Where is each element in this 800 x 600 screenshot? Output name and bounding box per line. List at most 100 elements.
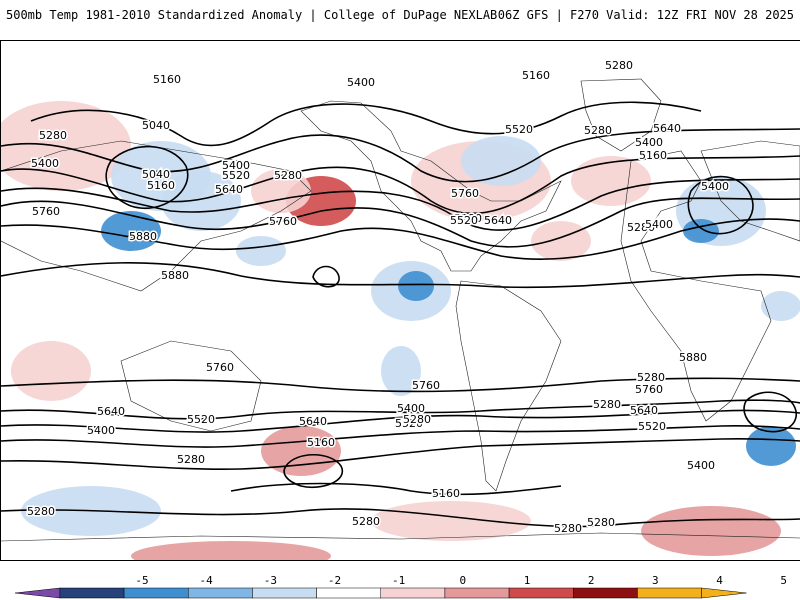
contour-5280-antarctic (1, 508, 800, 528)
contour-label: 5280 (587, 516, 615, 529)
run-info: 06Z GFS | F270 Valid: 12Z FRI NOV 28 202… (497, 8, 794, 22)
anomaly-patch (746, 426, 796, 466)
contour-label: 5160 (153, 73, 181, 86)
colorbar-min-arrow (14, 587, 61, 599)
contour-label: 5520 (187, 413, 215, 426)
weather-map: 5160 5040 5280 5400 5040 5160 5400 5520 5640 5280… (0, 40, 800, 561)
europe-africa-outline (620, 150, 772, 422)
contour-label: 5400 (222, 159, 250, 172)
contour-label: 5640 (630, 404, 658, 417)
contour-label: 5640 (484, 214, 512, 227)
map-title: 500mb Temp 1981-2010 Standardized Anomal… (6, 8, 498, 22)
contour-label: 5280 (593, 398, 621, 411)
contour-5400-north (1, 155, 800, 215)
anomaly-patch (101, 211, 161, 251)
colorbar: -5 -4 -3 -2 -1 0 1 2 3 4 5 (0, 570, 800, 600)
contour-label: 5520 (505, 123, 533, 136)
anomaly-patch (761, 291, 800, 321)
antarctica-outline (1, 532, 800, 542)
colorbar-tick-label: -4 (199, 574, 213, 587)
anomaly-patch (531, 221, 591, 261)
contour-low-south-pacific (283, 454, 344, 489)
contour-label: 5160 (307, 436, 335, 449)
map-header: 500mb Temp 1981-2010 Standardized Anomal… (0, 0, 800, 30)
colorbar-swatch (637, 587, 702, 599)
contour-low-south-atlantic (743, 391, 797, 433)
contour-label: 5400 (635, 136, 663, 149)
anomaly-patch (398, 271, 434, 301)
contour-5640-south (1, 399, 800, 420)
australia-outline (120, 340, 262, 432)
colorbar-max-arrow (701, 587, 747, 599)
contour-low-pacific (312, 265, 340, 288)
contour-label: 5280 (352, 515, 380, 528)
contour-label: 5880 (129, 230, 157, 243)
north-america-outline (300, 100, 562, 272)
contour-label: 5520 (395, 417, 423, 430)
contour-label: 5400 (87, 424, 115, 437)
contour-label: 5280 (177, 453, 205, 466)
contour-5880-tropics (1, 262, 800, 289)
anomaly-patch (371, 501, 531, 541)
anomaly-patch (161, 171, 241, 231)
anomaly-patch (261, 426, 341, 476)
contour-label: 5760 (451, 187, 479, 200)
contour-label: 5880 (679, 351, 707, 364)
contour-label: 5280 (627, 221, 655, 234)
coastlines (1, 78, 800, 542)
anomaly-patch (461, 136, 541, 186)
contour-5640-north (1, 197, 800, 248)
colorbar-scale (14, 587, 747, 599)
contour-label: 5400 (701, 180, 729, 193)
contour-label: 5760 (32, 205, 60, 218)
contour-5760-south (1, 377, 800, 393)
colorbar-tick-label: 2 (587, 574, 595, 587)
contour-5760-north (1, 218, 800, 260)
colorbar-tick-label: -5 (135, 574, 149, 587)
contour-5520-south (1, 409, 800, 433)
colorbar-tick-label: 1 (523, 574, 531, 587)
contour-label: 5280 (274, 169, 302, 182)
contour-label: 5760 (269, 215, 297, 228)
south-america-outline (455, 280, 562, 492)
colorbar-swatch (59, 587, 125, 599)
anomaly-patch (641, 506, 781, 556)
colorbar-swatch (380, 587, 446, 599)
contour-5520-north (1, 178, 800, 231)
anomaly-patch (131, 541, 331, 560)
contour-label: 5520 (222, 169, 250, 182)
contour-label: 5400 (687, 459, 715, 472)
contour-label: 5640 (299, 415, 327, 428)
contour-5280-south (1, 438, 800, 471)
colorbar-swatch (573, 587, 638, 599)
contour-5160-north (30, 101, 702, 147)
colorbar-tick-label: 0 (459, 574, 467, 587)
anomaly-patch (571, 156, 651, 206)
colorbar-swatch (252, 587, 317, 599)
contour-label: 5520 (638, 420, 666, 433)
anomaly-patch (683, 219, 719, 243)
contour-label: 5160 (639, 149, 667, 162)
contour-label: 5760 (635, 383, 663, 396)
anomaly-patch (381, 346, 421, 396)
anomaly-patch (1, 101, 131, 191)
contour-label: 5400 (397, 402, 425, 415)
contour-label: 5280 (39, 129, 67, 142)
colorbar-swatch (316, 587, 382, 599)
greenland-outline (580, 78, 662, 152)
height-contours (1, 101, 800, 528)
contour-label: 5280 (584, 124, 612, 137)
anomaly-patch (236, 236, 286, 266)
colorbar-swatch (123, 587, 189, 599)
contour-label: 5280 (637, 371, 665, 384)
contour-label: 5280 (454, 212, 482, 225)
contour-label: 5040 (142, 168, 170, 181)
contour-label: 5760 (206, 361, 234, 374)
contour-label: 5400 (645, 218, 673, 231)
contour-low-europe (687, 175, 754, 235)
contour-label: 5160 (147, 179, 175, 192)
contour-label: 5400 (31, 157, 59, 170)
contour-label: 5640 (653, 122, 681, 135)
contour-label: 5520 (450, 214, 478, 227)
eurasia-east-outline (700, 140, 800, 242)
